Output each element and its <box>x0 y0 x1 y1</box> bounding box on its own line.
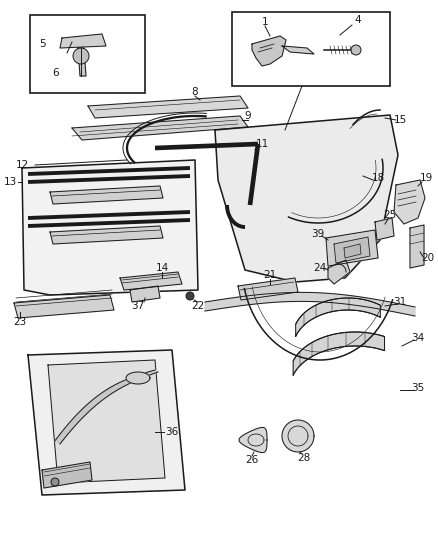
Text: 9: 9 <box>245 111 251 121</box>
Polygon shape <box>344 244 361 258</box>
Polygon shape <box>50 226 163 244</box>
Circle shape <box>51 478 59 486</box>
Text: 34: 34 <box>411 333 424 343</box>
Polygon shape <box>293 332 385 375</box>
Polygon shape <box>326 230 378 266</box>
Polygon shape <box>78 48 86 76</box>
Text: 5: 5 <box>40 39 46 49</box>
Polygon shape <box>126 372 150 384</box>
Text: 21: 21 <box>263 270 277 280</box>
Polygon shape <box>239 427 267 453</box>
Text: 8: 8 <box>192 87 198 97</box>
Polygon shape <box>60 34 106 48</box>
Text: 24: 24 <box>313 263 327 273</box>
Bar <box>30 15 145 93</box>
Polygon shape <box>215 115 398 282</box>
Text: 15: 15 <box>393 115 406 125</box>
Polygon shape <box>120 272 182 290</box>
Text: 26: 26 <box>245 455 258 465</box>
Polygon shape <box>238 278 298 300</box>
Text: 36: 36 <box>166 427 179 437</box>
Polygon shape <box>296 298 380 336</box>
Text: 12: 12 <box>15 160 28 170</box>
Polygon shape <box>328 260 350 284</box>
Polygon shape <box>130 286 160 302</box>
Polygon shape <box>42 462 92 488</box>
Polygon shape <box>28 350 185 495</box>
Text: 35: 35 <box>411 383 424 393</box>
Circle shape <box>73 48 89 64</box>
Text: 25: 25 <box>383 210 397 220</box>
Circle shape <box>351 45 361 55</box>
Text: 37: 37 <box>131 301 145 311</box>
Text: 28: 28 <box>297 453 311 463</box>
Polygon shape <box>334 237 370 263</box>
Polygon shape <box>14 295 114 318</box>
Text: 13: 13 <box>4 177 17 187</box>
Polygon shape <box>410 225 424 268</box>
Polygon shape <box>72 116 248 140</box>
Polygon shape <box>252 36 286 66</box>
Polygon shape <box>50 186 163 204</box>
Polygon shape <box>48 360 165 483</box>
Text: 11: 11 <box>255 139 268 149</box>
Circle shape <box>186 292 194 300</box>
Polygon shape <box>205 293 415 316</box>
Polygon shape <box>55 370 158 444</box>
Text: 39: 39 <box>311 229 325 239</box>
Text: 18: 18 <box>371 173 385 183</box>
Bar <box>232 12 390 86</box>
Polygon shape <box>282 46 314 54</box>
Polygon shape <box>375 218 394 240</box>
Text: 6: 6 <box>53 68 59 78</box>
Text: 20: 20 <box>421 253 434 263</box>
Polygon shape <box>282 420 314 452</box>
Text: 14: 14 <box>155 263 169 273</box>
Text: 31: 31 <box>393 297 406 307</box>
Text: 19: 19 <box>419 173 433 183</box>
Polygon shape <box>394 180 425 224</box>
Text: 23: 23 <box>14 317 27 327</box>
Text: 1: 1 <box>261 17 268 27</box>
Text: 22: 22 <box>191 301 205 311</box>
Polygon shape <box>88 96 248 118</box>
Polygon shape <box>22 160 198 295</box>
Text: 4: 4 <box>355 15 361 25</box>
